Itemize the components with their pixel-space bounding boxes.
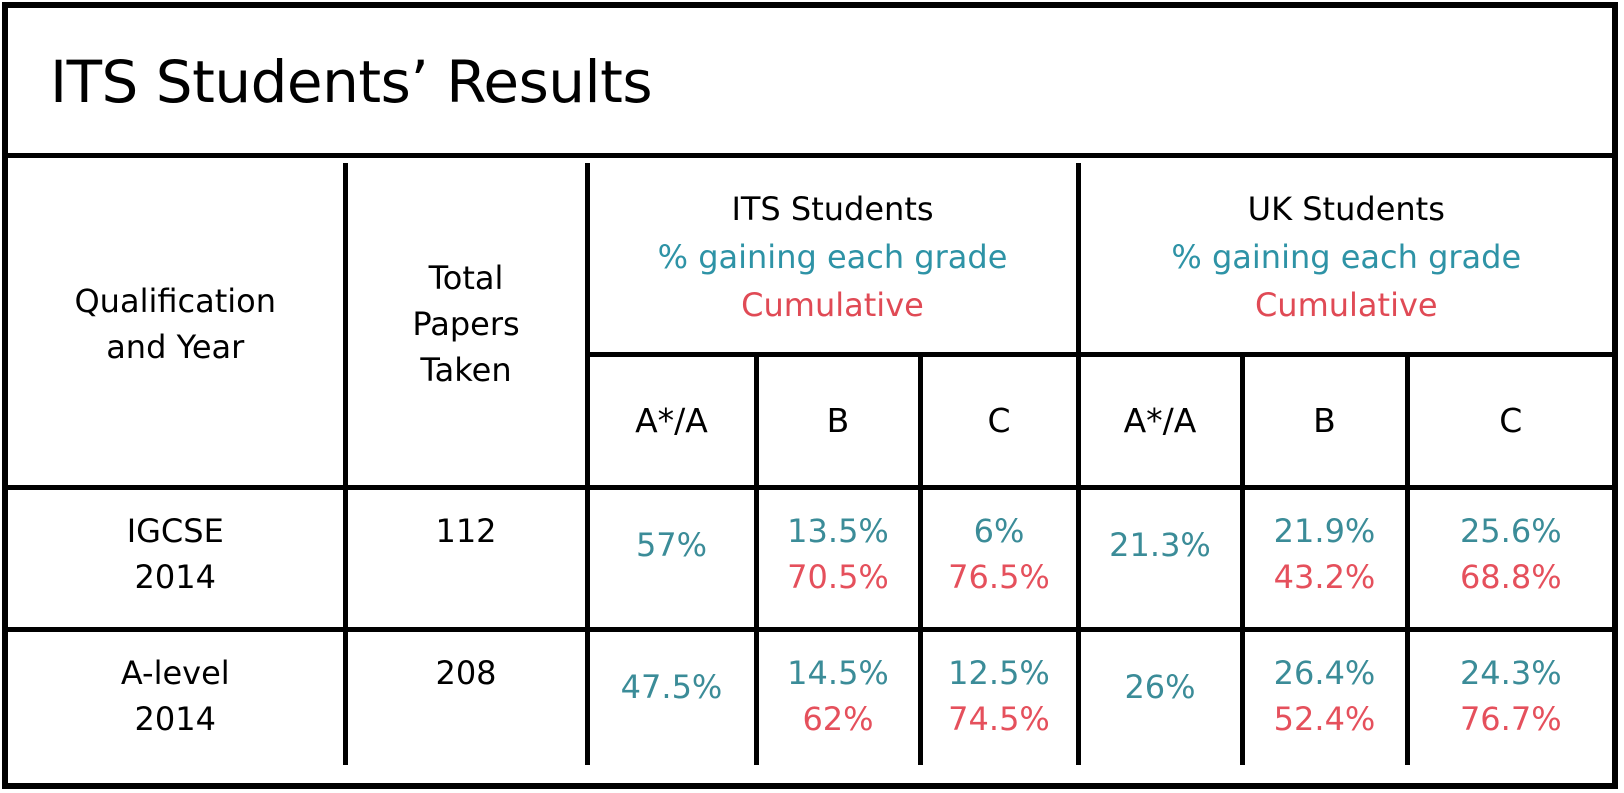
qualification-header: Qualification and Year (8, 163, 348, 490)
uk-a-cell: 26% (1075, 626, 1245, 765)
uk-grade-c-header: C (1404, 351, 1613, 490)
its-b-cell: 13.5% 70.5% (753, 484, 923, 632)
its-cumulative-label: Cumulative (741, 286, 924, 325)
its-subtitle: % gaining each grade (657, 238, 1008, 277)
its-students-header: ITS Students % gaining each grade Cumula… (584, 163, 1081, 357)
uk-subtitle: % gaining each grade (1171, 238, 1522, 277)
its-b-cell: 14.5% 62% (753, 626, 923, 765)
title-bar: ITS Students’ Results (8, 8, 1612, 158)
papers-cell: 112 (342, 484, 590, 632)
table-row: IGCSE 2014 112 57% 13.5% 70.5% 6% 76.5% … (8, 484, 1613, 632)
its-a-cell: 57% (584, 484, 759, 632)
papers-cell: 208 (342, 626, 590, 765)
its-grade-a-header: A*/A (587, 351, 759, 490)
its-grade-b-header: B (753, 351, 923, 490)
header-row-groups: Qualification and Year Total Papers Take… (8, 163, 1613, 490)
uk-a-cell: 21.3% (1075, 484, 1245, 632)
header-row-grades: A*/A B C A*/A B C (8, 351, 1613, 490)
uk-b-cell: 26.4% 52.4% (1239, 626, 1410, 765)
uk-c-cell: 25.6% 68.8% (1404, 484, 1613, 632)
its-c-cell: 12.5% 74.5% (917, 626, 1081, 765)
its-c-cell: 6% 76.5% (917, 484, 1081, 632)
uk-grade-a-header: A*/A (1075, 351, 1245, 490)
page-title: ITS Students’ Results (50, 48, 653, 116)
uk-grade-b-header: B (1239, 351, 1410, 490)
its-a-cell: 47.5% (584, 626, 759, 765)
its-grade-c-header: C (917, 351, 1081, 490)
qualification-cell: A-level 2014 (8, 626, 348, 765)
uk-c-cell: 24.3% 76.7% (1404, 626, 1613, 765)
uk-cumulative-label: Cumulative (1254, 286, 1438, 325)
uk-students-header: UK Students % gaining each grade Cumulat… (1075, 163, 1613, 357)
qualification-cell: IGCSE 2014 (8, 484, 348, 632)
table-row: A-level 2014 208 47.5% 14.5% 62% 12.5% 7… (8, 626, 1613, 765)
total-papers-header: Total Papers Taken (342, 163, 590, 490)
uk-b-cell: 21.9% 43.2% (1239, 484, 1410, 632)
results-table: Qualification and Year Total Papers Take… (8, 163, 1613, 765)
